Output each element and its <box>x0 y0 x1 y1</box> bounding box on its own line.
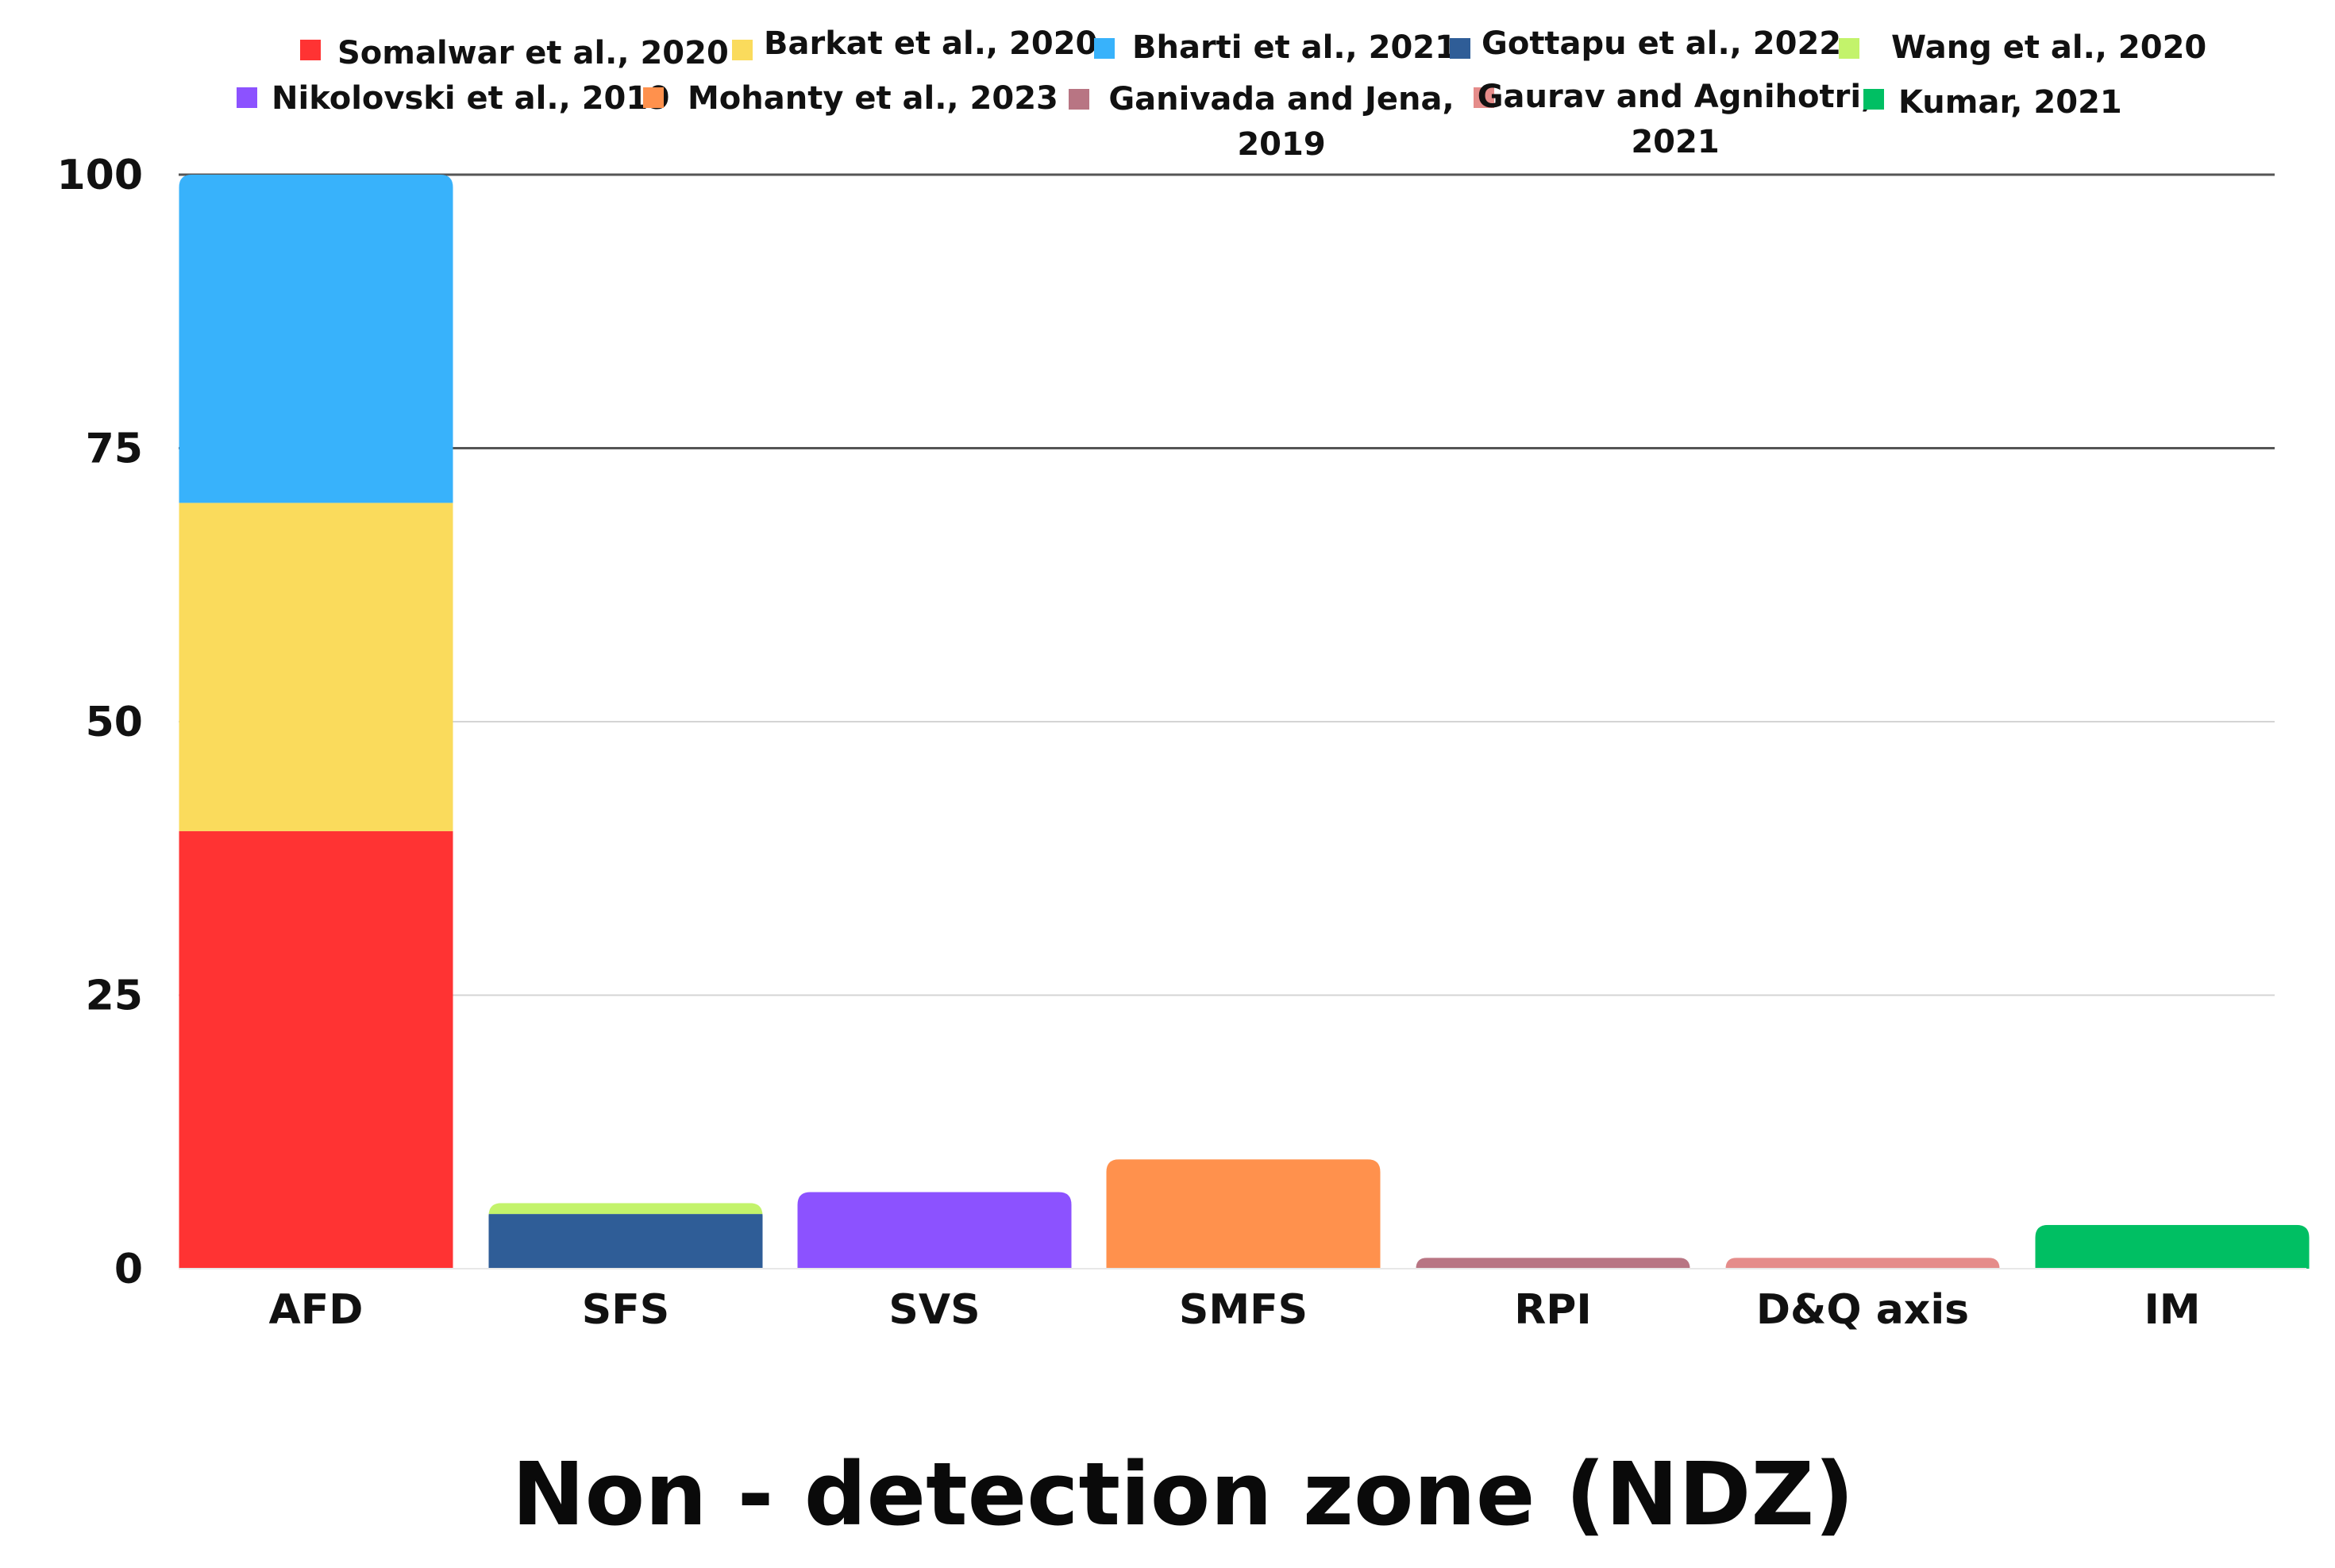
bar-segment-svs-series-5 <box>797 1192 1072 1269</box>
legend-swatch <box>643 87 664 108</box>
legend-label: Somalwar et al., 2020 <box>337 35 729 71</box>
bar-segment-d-q-axis-series-8 <box>1725 1258 2000 1269</box>
legend-item: Bharti et al., 2021 <box>1094 29 1457 66</box>
x-tick-label: SMFS <box>1179 1286 1308 1334</box>
legend-swatch <box>1839 38 1859 59</box>
legend-label: Gottapu et al., 2022 <box>1482 25 1841 62</box>
legend-label: Wang et al., 2020 <box>1891 29 2206 66</box>
bar-segment-im-series-9 <box>2035 1224 2310 1269</box>
legend-swatch <box>237 87 257 108</box>
legend-label: Mohanty et al., 2023 <box>688 80 1058 117</box>
legend-item: Wang et al., 2020 <box>1839 29 2206 66</box>
legend-label: Barkat et al., 2020 <box>764 25 1097 62</box>
legend-swatch <box>1069 89 1089 110</box>
bar-segment-afd-series-1 <box>179 503 453 831</box>
axes: 0 25 50 75 100 AFD SFS SVS SMFS RPI D&Q axis IM <box>56 152 2306 1334</box>
legend-swatch <box>732 40 753 60</box>
bar-group-smfs <box>1106 1159 1381 1269</box>
bar-segment-sfs-series-3 <box>488 1214 763 1269</box>
bars <box>179 175 2310 1269</box>
x-tick-label: IM <box>2144 1286 2200 1334</box>
legend: Somalwar et al., 2020 Barkat et al., 2020… <box>237 25 2206 163</box>
bar-segment-afd-series-2 <box>179 175 453 503</box>
legend-swatch <box>1474 87 1494 108</box>
legend-label: Bharti et al., 2021 <box>1132 29 1457 66</box>
y-tick-label: 75 <box>86 426 143 473</box>
y-tick-label: 100 <box>56 152 143 199</box>
bar-group-rpi <box>1416 1258 1690 1269</box>
y-tick-label: 25 <box>86 973 143 1020</box>
x-tick-label: AFD <box>269 1286 364 1334</box>
chart-title: Non - detection zone (NDZ) <box>512 1443 1855 1545</box>
legend-swatch <box>1450 38 1470 59</box>
legend-swatch <box>1863 89 1884 110</box>
legend-item: Nikolovski et al., 2019 <box>237 80 670 117</box>
legend-label: Kumar, 2021 <box>1898 84 2122 121</box>
x-tick-label: SFS <box>582 1286 669 1334</box>
legend-item: Mohanty et al., 2023 <box>643 80 1058 117</box>
legend-item: Kumar, 2021 <box>1863 84 2122 121</box>
bar-group-sfs <box>488 1203 763 1269</box>
bar-segment-rpi-series-7 <box>1416 1258 1690 1269</box>
legend-swatch <box>1094 38 1115 59</box>
bar-segment-sfs-series-4 <box>488 1203 763 1215</box>
y-tick-label: 50 <box>86 699 143 746</box>
bar-group-im <box>2035 1224 2310 1269</box>
x-tick-label: D&Q axis <box>1756 1286 1969 1334</box>
legend-label: Gaurav and Agnihotri, 2021 <box>1478 79 1874 160</box>
bar-group-afd <box>179 175 453 1269</box>
legend-item: Barkat et al., 2020 <box>732 25 1097 62</box>
legend-item: Somalwar et al., 2020 <box>300 35 729 71</box>
bar-segment-smfs-series-6 <box>1106 1159 1381 1269</box>
x-tick-label: SVS <box>888 1286 980 1334</box>
legend-label: Ganivada and Jena, 2019 <box>1108 81 1454 163</box>
bar-group-d-q-axis <box>1725 1258 2000 1269</box>
legend-label: Nikolovski et al., 2019 <box>272 80 670 117</box>
legend-item: Gaurav and Agnihotri, 2021 <box>1474 79 1873 160</box>
gridlines <box>179 173 2275 996</box>
bar-segment-afd-series-0 <box>179 830 453 1269</box>
legend-item: Gottapu et al., 2022 <box>1450 25 1841 62</box>
y-tick-label: 0 <box>114 1246 143 1293</box>
x-tick-label: RPI <box>1514 1286 1592 1334</box>
bar-group-svs <box>797 1192 1072 1269</box>
legend-swatch <box>300 40 321 60</box>
legend-item: Ganivada and Jena, 2019 <box>1069 81 1455 163</box>
